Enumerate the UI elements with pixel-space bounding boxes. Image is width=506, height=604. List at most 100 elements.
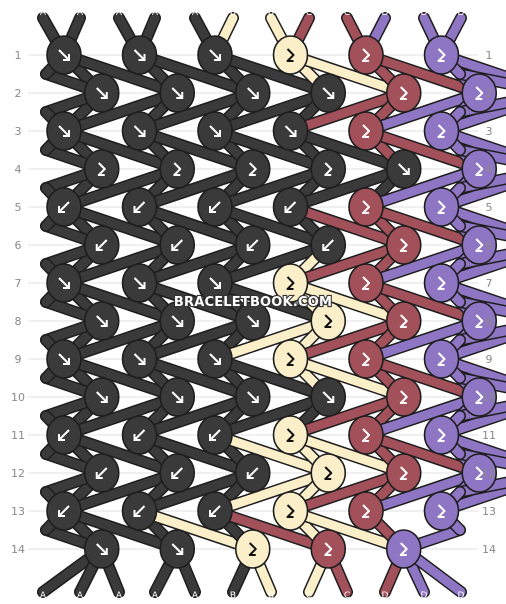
thread-segment bbox=[135, 88, 258, 136]
thread-segment bbox=[59, 392, 182, 440]
string-color-labels: A A A A A A A A A A B B B B C C C C D D D D D D bbox=[40, 8, 465, 601]
knot bbox=[385, 377, 422, 417]
thread-segment bbox=[210, 202, 333, 250]
arrow-down-right-icon bbox=[96, 315, 108, 327]
knot bbox=[461, 453, 498, 493]
knot bbox=[121, 491, 158, 531]
arrow-down-left-icon bbox=[95, 239, 108, 251]
forward-backward-icon bbox=[286, 48, 295, 62]
knot bbox=[234, 149, 271, 189]
thread-segment bbox=[210, 240, 333, 288]
knot bbox=[234, 453, 271, 493]
forward-backward-icon bbox=[475, 466, 484, 480]
forward-backward-icon bbox=[286, 504, 295, 518]
thread-segment bbox=[59, 88, 182, 136]
thread-segment bbox=[286, 506, 409, 554]
string-label-bottom: A bbox=[40, 591, 47, 601]
knot bbox=[272, 35, 309, 75]
thread-segment bbox=[361, 202, 484, 250]
row-number-right: 6 bbox=[486, 239, 493, 252]
forward-backward-icon bbox=[173, 162, 182, 176]
thread-segment bbox=[135, 164, 258, 212]
arrow-down-left-icon bbox=[58, 201, 70, 213]
thread-segment bbox=[437, 430, 506, 462]
forward-backward-icon bbox=[475, 86, 484, 100]
forward-backward-icon bbox=[399, 314, 408, 328]
thread-segment bbox=[286, 278, 409, 326]
knot bbox=[272, 111, 309, 151]
forward-backward-icon bbox=[475, 162, 484, 176]
arrow-down-right-icon bbox=[171, 87, 184, 99]
knot bbox=[310, 377, 347, 417]
arrow-down-left-icon bbox=[133, 201, 146, 213]
forward-backward-icon bbox=[399, 86, 408, 100]
knot bbox=[234, 225, 271, 265]
thread-segment bbox=[135, 278, 258, 326]
knot bbox=[121, 263, 158, 303]
knot bbox=[423, 415, 460, 455]
string-label-bottom: C bbox=[306, 591, 312, 601]
arrow-down-right-icon bbox=[133, 49, 146, 61]
arrow-down-right-icon bbox=[58, 49, 70, 61]
thread-segment bbox=[286, 468, 409, 516]
thread-segment bbox=[286, 354, 409, 402]
arrow-down-right-icon bbox=[209, 353, 221, 365]
arrow-down-right-icon bbox=[247, 315, 259, 327]
thread-segment bbox=[437, 104, 506, 136]
thread-segment bbox=[135, 430, 258, 478]
knot bbox=[46, 415, 82, 455]
row-number-right: 8 bbox=[486, 315, 493, 328]
knot bbox=[385, 149, 422, 189]
row-number-right: 1 bbox=[486, 49, 493, 62]
forward-backward-icon bbox=[286, 276, 295, 290]
thread-segment bbox=[286, 50, 409, 98]
arrow-down-left-icon bbox=[133, 505, 146, 517]
string-label-top: B bbox=[230, 8, 236, 18]
knot bbox=[46, 187, 82, 227]
row-number-right: 14 bbox=[482, 543, 496, 556]
knot bbox=[423, 339, 460, 379]
string-label-top: A bbox=[77, 8, 84, 18]
thread-segment bbox=[210, 468, 333, 516]
forward-backward-icon bbox=[362, 200, 370, 214]
arrow-down-left-icon bbox=[246, 467, 259, 479]
arrow-down-left-icon bbox=[133, 429, 146, 441]
row-number-right: 10 bbox=[482, 391, 496, 404]
knot bbox=[121, 35, 158, 75]
knot bbox=[310, 225, 347, 265]
knot bbox=[461, 377, 498, 417]
thread-segment bbox=[210, 354, 333, 402]
thread-segment bbox=[135, 240, 258, 288]
arrow-down-right-icon bbox=[209, 125, 221, 137]
thread-segment bbox=[286, 126, 409, 174]
knot bbox=[46, 491, 82, 531]
string-label-bottom: D bbox=[382, 591, 389, 601]
thread-segment bbox=[437, 180, 506, 212]
knot bbox=[423, 187, 460, 227]
thread-segment bbox=[59, 354, 182, 402]
row-number-left: 5 bbox=[15, 201, 22, 214]
thread-segment bbox=[437, 278, 506, 310]
row-number-left: 3 bbox=[15, 125, 22, 138]
row-number-left: 7 bbox=[15, 277, 22, 290]
thread-segment bbox=[210, 430, 333, 478]
watermark: BRACELETBOOK.COM bbox=[174, 295, 332, 310]
arrow-down-right-icon bbox=[171, 391, 184, 403]
arrow-down-left-icon bbox=[284, 201, 297, 213]
forward-backward-icon bbox=[399, 542, 408, 556]
knot bbox=[121, 111, 158, 151]
arrow-down-left-icon bbox=[322, 239, 334, 251]
row-number-left: 2 bbox=[15, 87, 22, 100]
knot bbox=[83, 301, 120, 341]
row-number-right: 7 bbox=[486, 277, 493, 290]
arrow-down-right-icon bbox=[171, 543, 184, 555]
string-label-bottom: B bbox=[230, 591, 236, 601]
knot bbox=[310, 301, 347, 341]
knot bbox=[385, 225, 422, 265]
knot bbox=[197, 263, 233, 303]
knot bbox=[272, 187, 309, 227]
arrow-down-right-icon bbox=[133, 125, 146, 137]
knot bbox=[385, 301, 422, 341]
arrow-down-left-icon bbox=[246, 239, 259, 251]
forward-backward-icon bbox=[248, 542, 257, 556]
